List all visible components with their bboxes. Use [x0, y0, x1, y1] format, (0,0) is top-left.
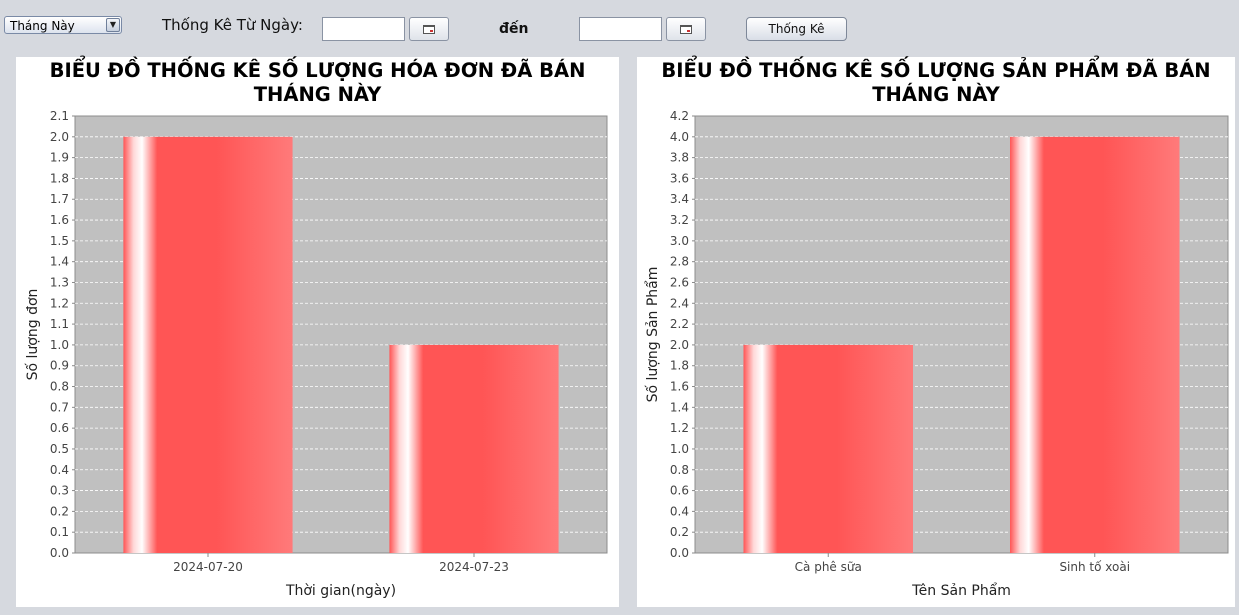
- y-tick-label: 0.9: [50, 359, 69, 373]
- x-axis-label: Thời gian(ngày): [285, 583, 396, 599]
- y-tick-label: 4.0: [670, 130, 689, 144]
- y-tick-label: 4.2: [670, 109, 689, 123]
- y-tick-label: 0.6: [50, 421, 69, 435]
- y-tick-label: 3.8: [670, 151, 689, 165]
- y-tick-label: 0.5: [50, 442, 69, 456]
- bar: [743, 344, 913, 553]
- y-tick-label: 1.3: [50, 275, 69, 289]
- to-calendar-button[interactable]: [666, 17, 706, 41]
- y-tick-label: 2.0: [670, 338, 689, 352]
- bar: [123, 136, 293, 554]
- y-tick-label: 3.0: [670, 234, 689, 248]
- y-tick-label: 2.6: [670, 275, 689, 289]
- y-tick-label: 1.7: [50, 192, 69, 206]
- y-axis-label: Số lượng đơn: [24, 289, 41, 381]
- invoice-chart: 0.0 0.1 0.2 0.3 0.4 0.5 0.6 0.7 0.8 0.9 1.0 1.1 1.2 1…: [24, 109, 608, 599]
- y-tick-label: 2.2: [670, 317, 689, 331]
- to-date-label: đến: [499, 21, 529, 37]
- y-tick-label: 1.1: [50, 317, 69, 331]
- to-date-field[interactable]: [579, 17, 662, 41]
- y-tick-label: 1.2: [50, 296, 69, 310]
- x-tick-label: Sinh tố xoài: [1059, 560, 1130, 574]
- chart-title: BIỂU ĐỒ THỐNG KÊ SỐ LƯỢNG SẢN PHẨM ĐÃ BÁ…: [661, 59, 1211, 106]
- y-tick-label: 0.1: [50, 525, 69, 539]
- chart-title: BIỂU ĐỒ THỐNG KÊ SỐ LƯỢNG HÓA ĐƠN ĐÃ BÁN…: [49, 59, 586, 106]
- period-select[interactable]: Tháng Này ▼: [4, 16, 122, 34]
- x-tick-label: 2024-07-20: [173, 560, 243, 574]
- y-axis-label: Số lượng Sản Phẩm: [644, 267, 661, 403]
- calendar-icon: [680, 25, 692, 34]
- y-tick-label: 1.8: [50, 171, 69, 185]
- y-tick-label: 1.2: [670, 421, 689, 435]
- y-tick-label: 2.1: [50, 109, 69, 123]
- y-tick-label: 1.0: [50, 338, 69, 352]
- y-tick-label: 1.9: [50, 151, 69, 165]
- product-chart: 0.0 0.2 0.4 0.6 0.8 1.0 1.2 1.4 1.6 1.8 2.0 2.2 2.4 2…: [644, 109, 1229, 599]
- y-tick-label: 0.2: [50, 504, 69, 518]
- y-tick-label: 2.4: [670, 296, 689, 310]
- invoice-chart-panel: BIỂU ĐỒ THỐNG KÊ SỐ LƯỢNG HÓA ĐƠN ĐÃ BÁN…: [16, 57, 619, 607]
- y-tick-label: 3.2: [670, 213, 689, 227]
- from-date-field[interactable]: [322, 17, 405, 41]
- y-tick-label: 1.0: [670, 442, 689, 456]
- toolbar: Tháng Này ▼ Thống Kê Từ Ngày: đến Thống …: [0, 0, 1239, 56]
- y-tick-label: 3.6: [670, 171, 689, 185]
- bar: [1010, 136, 1180, 554]
- y-tick-label: 2.0: [50, 130, 69, 144]
- y-tick-label: 0.7: [50, 400, 69, 414]
- statistics-button[interactable]: Thống Kê: [746, 17, 847, 41]
- x-axis-label: Tên Sản Phẩm: [911, 582, 1011, 599]
- y-tick-label: 1.4: [670, 400, 689, 414]
- product-chart-panel: BIỂU ĐỒ THỐNG KÊ SỐ LƯỢNG SẢN PHẨM ĐÃ BÁ…: [637, 57, 1235, 607]
- from-calendar-button[interactable]: [409, 17, 449, 41]
- chevron-down-icon[interactable]: ▼: [106, 18, 120, 32]
- from-date-label: Thống Kê Từ Ngày:: [162, 16, 303, 34]
- y-tick-label: 1.8: [670, 359, 689, 373]
- y-tick-label: 0.6: [670, 484, 689, 498]
- x-tick-label: 2024-07-23: [439, 560, 509, 574]
- y-tick-label: 1.6: [670, 380, 689, 394]
- bar: [389, 344, 559, 553]
- y-tick-label: 0.4: [50, 463, 69, 477]
- y-tick-label: 3.4: [670, 192, 689, 206]
- period-select-value: Tháng Này: [10, 19, 75, 33]
- y-tick-label: 1.4: [50, 255, 69, 269]
- calendar-icon: [423, 25, 435, 34]
- y-tick-label: 1.5: [50, 234, 69, 248]
- y-tick-label: 1.6: [50, 213, 69, 227]
- y-tick-label: 2.8: [670, 255, 689, 269]
- y-tick-label: 0.0: [50, 546, 69, 560]
- y-tick-label: 0.4: [670, 504, 689, 518]
- y-tick-label: 0.8: [670, 463, 689, 477]
- y-tick-label: 0.8: [50, 380, 69, 394]
- y-tick-label: 0.2: [670, 525, 689, 539]
- y-tick-label: 0.0: [670, 546, 689, 560]
- y-tick-label: 0.3: [50, 484, 69, 498]
- x-tick-label: Cà phê sữa: [795, 560, 862, 574]
